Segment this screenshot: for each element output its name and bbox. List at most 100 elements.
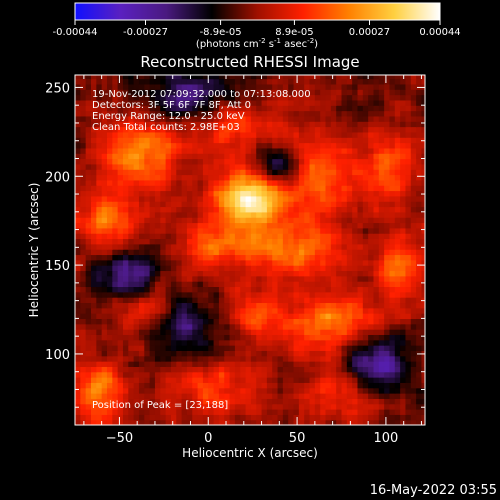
- heatmap-cell: [144, 355, 151, 362]
- heatmap-cell: [389, 233, 396, 240]
- heatmap-cell: [261, 217, 268, 224]
- heatmap-cell: [325, 275, 332, 282]
- heatmap-cell: [245, 313, 252, 320]
- heatmap-cell: [133, 259, 140, 266]
- heatmap-cell: [213, 398, 220, 405]
- heatmap-cell: [229, 227, 236, 234]
- heatmap-cell: [266, 259, 273, 266]
- heatmap-cell: [282, 286, 289, 293]
- heatmap-cell: [192, 227, 199, 234]
- heatmap-cell: [293, 217, 300, 224]
- heatmap-cell: [293, 329, 300, 335]
- heatmap-cell: [117, 270, 124, 277]
- heatmap-cell: [133, 403, 140, 410]
- heatmap-cell: [229, 190, 236, 197]
- heatmap-cell: [96, 403, 103, 410]
- heatmap-cell: [250, 393, 257, 399]
- heatmap-cell: [85, 398, 92, 405]
- heatmap-cell: [293, 361, 300, 367]
- heatmap-cell: [282, 190, 289, 197]
- heatmap-cell: [154, 227, 161, 234]
- heatmap-cell: [304, 371, 311, 378]
- heatmap-cell: [128, 366, 135, 373]
- heatmap-cell: [208, 302, 215, 309]
- heatmap-cell: [384, 75, 391, 80]
- heatmap-cell: [128, 307, 135, 314]
- heatmap-cell: [250, 206, 257, 213]
- heatmap-cell: [224, 169, 231, 176]
- heatmap-cell: [208, 307, 215, 314]
- heatmap-cell: [176, 366, 183, 373]
- heatmap-cell: [389, 243, 396, 250]
- heatmap-cell: [346, 227, 353, 234]
- heatmap-cell: [405, 377, 412, 383]
- heatmap-cell: [362, 393, 369, 399]
- heatmap-cell: [90, 387, 97, 394]
- heatmap-cell: [224, 281, 231, 288]
- heatmap-cell: [293, 169, 300, 176]
- heatmap-cell: [373, 153, 380, 160]
- heatmap-cell: [154, 297, 161, 304]
- heatmap-cell: [352, 302, 359, 309]
- heatmap-cell: [309, 222, 316, 229]
- heatmap-cell: [256, 89, 263, 96]
- heatmap-cell: [266, 366, 273, 373]
- heatmap-cell: [208, 190, 215, 197]
- heatmap-cell: [325, 313, 332, 320]
- heatmap-cell: [213, 94, 220, 101]
- heatmap-cell: [405, 371, 412, 378]
- heatmap-cell: [90, 217, 97, 224]
- heatmap-cell: [240, 153, 247, 160]
- heatmap-cell: [85, 302, 92, 309]
- heatmap-cell: [138, 233, 145, 240]
- heatmap-cell: [176, 291, 183, 298]
- heatmap-cell: [378, 393, 385, 399]
- heatmap-cell: [357, 126, 364, 133]
- heatmap-cell: [218, 190, 225, 197]
- heatmap-cell: [378, 307, 385, 314]
- heatmap-cell: [202, 222, 209, 229]
- heatmap-cell: [229, 377, 236, 383]
- heatmap-cell: [272, 169, 279, 176]
- heatmap-cell: [229, 371, 236, 378]
- heatmap-cell: [405, 174, 412, 181]
- heatmap-cell: [309, 75, 316, 80]
- heatmap-cell: [213, 345, 220, 351]
- heatmap-cell: [224, 313, 231, 320]
- heatmap-cell: [352, 105, 359, 112]
- heatmap-cell: [272, 115, 279, 122]
- heatmap-cell: [384, 371, 391, 378]
- heatmap-cell: [293, 105, 300, 112]
- heatmap-cell: [128, 313, 135, 320]
- heatmap-cell: [357, 110, 364, 117]
- heatmap-cell: [176, 201, 183, 208]
- heatmap-cell: [421, 361, 425, 367]
- heatmap-cell: [421, 174, 425, 181]
- heatmap-cell: [272, 318, 279, 325]
- heatmap-cell: [112, 297, 119, 304]
- heatmap-cell: [112, 89, 119, 96]
- heatmap-cell: [378, 75, 385, 80]
- heatmap-cell: [213, 174, 220, 181]
- heatmap-cell: [282, 361, 289, 367]
- heatmap-cell: [192, 153, 199, 160]
- heatmap-cell: [314, 307, 321, 314]
- heatmap-cell: [266, 414, 273, 421]
- heatmap-cell: [234, 83, 241, 90]
- heatmap-cell: [384, 334, 391, 341]
- heatmap-cell: [181, 94, 188, 101]
- heatmap-cell: [362, 115, 369, 122]
- heatmap-cell: [154, 147, 161, 154]
- heatmap-cell: [336, 419, 343, 425]
- heatmap-cell: [325, 201, 332, 208]
- heatmap-cell: [389, 403, 396, 410]
- heatmap-cell: [394, 190, 401, 197]
- heatmap-cell: [85, 163, 92, 170]
- heatmap-cell: [410, 83, 417, 90]
- heatmap-cell: [288, 339, 295, 346]
- heatmap-cell: [181, 83, 188, 90]
- heatmap-cell: [154, 179, 161, 186]
- heatmap-cell: [122, 334, 129, 341]
- heatmap-cell: [373, 131, 380, 138]
- heatmap-cell: [293, 99, 300, 106]
